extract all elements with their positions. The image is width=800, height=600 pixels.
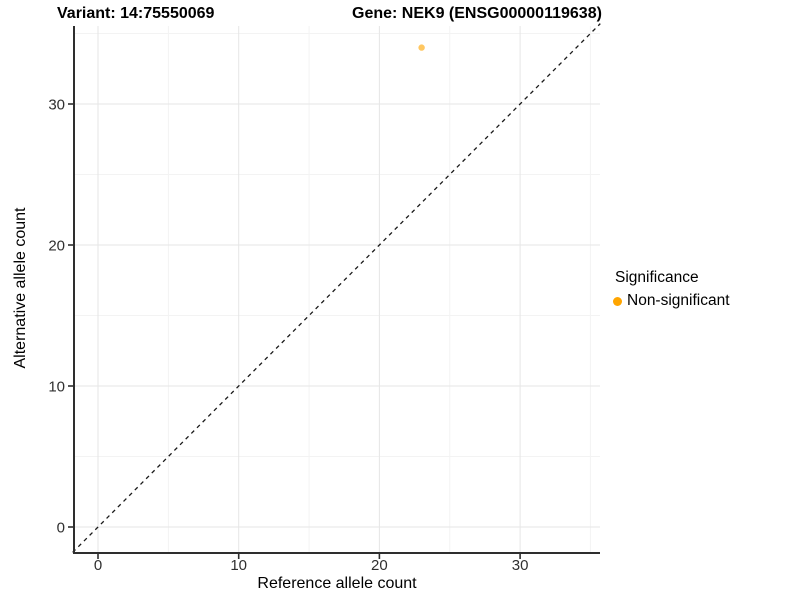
y-tick-label: 0: [57, 520, 65, 537]
y-tick-label: 10: [48, 379, 65, 396]
plot-title-gene: Gene: NEK9 (ENSG00000119638): [352, 5, 602, 22]
data-point: [418, 44, 425, 51]
y-tick-label: 30: [48, 97, 65, 114]
x-tick-label: 10: [230, 557, 247, 574]
identity-reference-line: [72, 23, 601, 553]
legend-item: Non-significant: [612, 292, 730, 310]
legend-title: Significance: [615, 269, 699, 286]
y-axis-title: Alternative allele count: [12, 207, 29, 369]
legend-item-label: Non-significant: [627, 292, 730, 309]
legend: Significance Non-significant: [612, 269, 730, 310]
x-tick-label: 0: [94, 557, 102, 574]
y-tick-label: 20: [48, 238, 65, 255]
legend-point-icon: [613, 296, 622, 306]
x-axis-title: Reference allele count: [257, 575, 417, 592]
x-tick-label: 20: [371, 557, 388, 574]
plot-title-variant: Variant: 14:75550069: [57, 5, 215, 22]
x-tick-label: 30: [512, 557, 529, 574]
